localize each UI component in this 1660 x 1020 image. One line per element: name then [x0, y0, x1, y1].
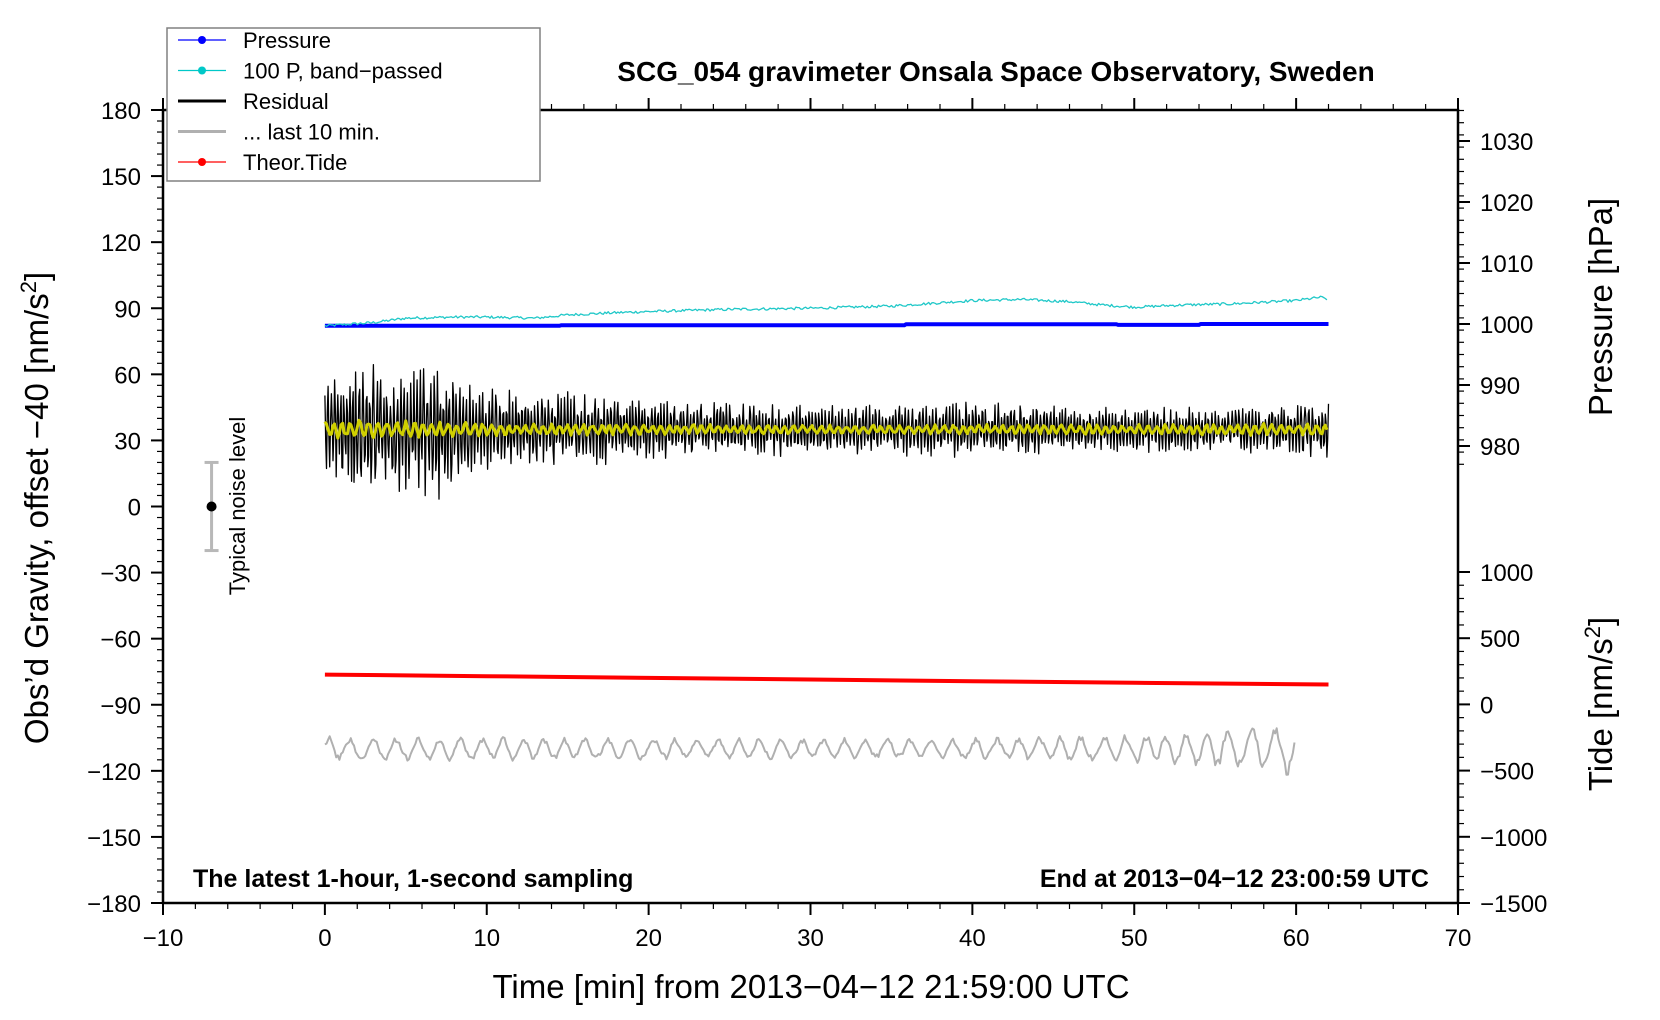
y-tick-label: −120 [87, 759, 141, 786]
annotation-right: End at 2013−04−12 23:00:59 UTC [1040, 865, 1429, 893]
plot-frame [161, 108, 1460, 905]
x-axis-label: Time [min] from 2013−04−12 21:59:00 UTC [492, 968, 1129, 1005]
legend-label: 100 P, band−passed [243, 59, 443, 84]
x-tick-label: 10 [473, 925, 500, 952]
pressure-tick-label: 1010 [1480, 251, 1533, 278]
legend-box [166, 27, 541, 182]
tide-tick-label: −1500 [1480, 891, 1547, 918]
tide-tick-label: −1000 [1480, 825, 1547, 852]
y-tick-label: 90 [114, 296, 141, 323]
axis-ticks: −10 0 10 20 30 40 50 60 701801501209060300−30−60… [87, 98, 1547, 952]
legend-label: Theor.Tide [243, 150, 347, 175]
pressure-axis-label: Pressure [hPa] [1582, 198, 1619, 416]
noise-label: Typical noise level [225, 417, 250, 596]
y-tick-label: 60 [114, 362, 141, 389]
tide-axis-label: Tide [nm/s2] [1580, 617, 1619, 791]
annotation-left: The latest 1-hour, 1-second sampling [193, 865, 633, 893]
tide-tick-label: 0 [1480, 692, 1493, 719]
legend-marker [198, 36, 206, 44]
y-tick-label: −30 [100, 561, 141, 588]
x-tick-label: 0 [318, 925, 331, 952]
x-tick-label: −10 [143, 925, 184, 952]
pressure-tick-label: 1000 [1480, 312, 1533, 339]
y-tick-label: 150 [101, 164, 141, 191]
series-100-p-band-passed [324, 295, 1328, 327]
chart-title: SCG_054 gravimeter Onsala Space Observat… [617, 56, 1374, 87]
y-tick-label: −90 [100, 693, 141, 720]
y-tick-label: −180 [87, 891, 141, 918]
y-axis-label: Obs’d Gravity, offset −40 [nm/s2] [16, 272, 55, 744]
y-tick-label: −150 [87, 825, 141, 852]
legend-marker [198, 66, 206, 75]
pressure-tick-label: 990 [1480, 373, 1520, 400]
legend-label: Pressure [243, 28, 331, 53]
x-tick-label: 20 [635, 925, 662, 952]
x-tick-label: 50 [1121, 925, 1148, 952]
legend: Pressure 100 P, band−passed Residual ... la… [166, 27, 541, 182]
x-tick-label: 60 [1283, 925, 1310, 952]
legend-label: Residual [243, 89, 329, 114]
y-tick-label: 180 [101, 98, 141, 125]
pressure-tick-label: 1020 [1480, 190, 1533, 217]
y-tick-label: −60 [100, 627, 141, 654]
pressure-tick-label: 980 [1480, 434, 1520, 461]
y-tick-label: 0 [128, 495, 141, 522]
series-layer [204, 295, 1330, 776]
x-tick-label: 30 [797, 925, 824, 952]
x-tick-label: 70 [1445, 925, 1472, 952]
series-pressure [324, 322, 1329, 328]
tide-tick-label: 1000 [1480, 560, 1533, 587]
x-tick-label: 40 [959, 925, 986, 952]
series-residual-smoothed [323, 418, 1329, 440]
tide-tick-label: −500 [1480, 759, 1534, 786]
tide-tick-label: 500 [1480, 626, 1520, 653]
series-theor-tide [324, 672, 1329, 687]
noise-bar-dot [206, 501, 217, 512]
pressure-tick-label: 1030 [1480, 129, 1533, 156]
y-tick-label: 30 [114, 428, 141, 455]
series-last-10-min [324, 727, 1296, 776]
legend-label: ... last 10 min. [243, 120, 380, 145]
legend-marker [198, 158, 206, 166]
series-residual [324, 364, 1330, 500]
y-tick-label: 120 [101, 230, 141, 257]
